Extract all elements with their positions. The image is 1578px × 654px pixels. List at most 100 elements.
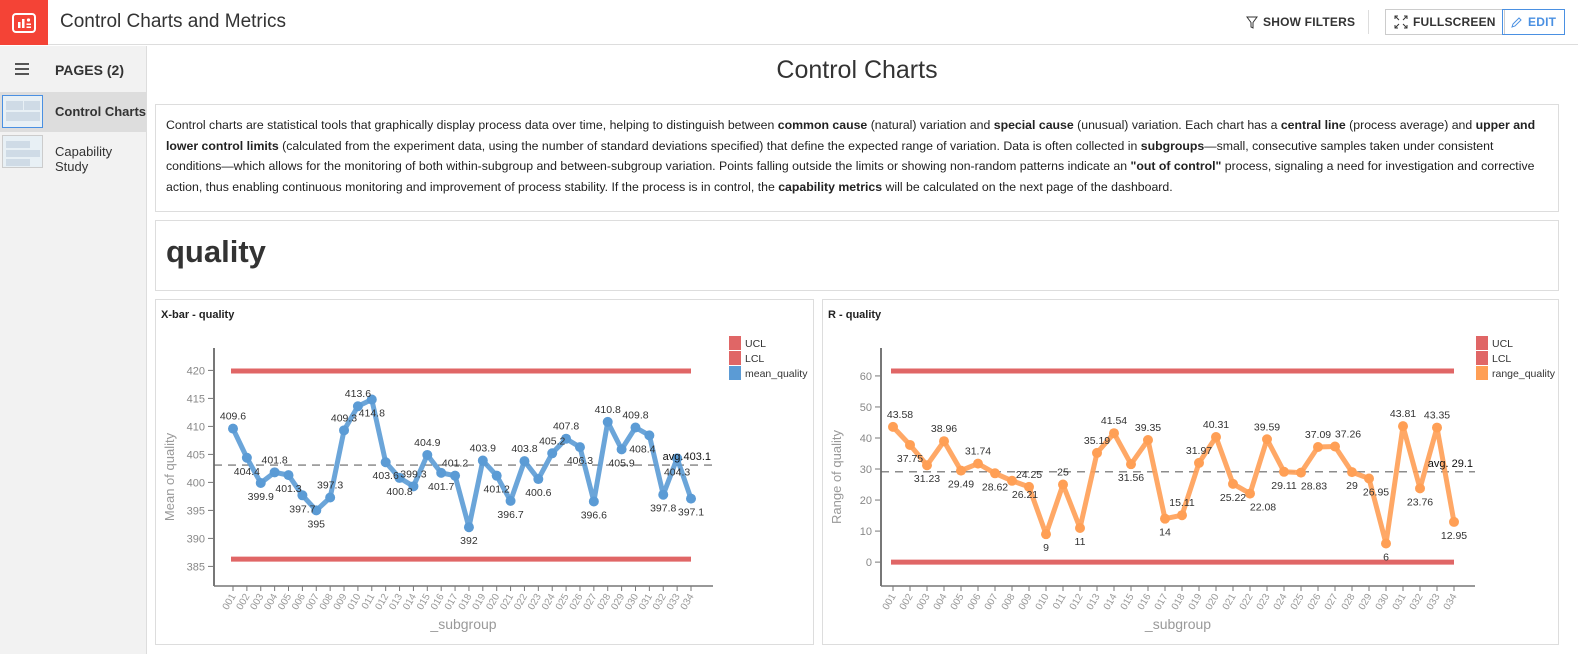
show-filters-button[interactable]: SHOW FILTERS	[1238, 9, 1363, 35]
edit-label: EDIT	[1528, 15, 1557, 29]
data-label: 6	[1383, 551, 1389, 563]
data-label: 401.2	[442, 458, 468, 470]
pages-sidebar: PAGES (2) Control Charts Capability Stud…	[0, 46, 147, 654]
data-label: 405.9	[608, 457, 634, 469]
data-label: 28.83	[1301, 481, 1327, 493]
data-point	[574, 442, 585, 453]
legend-label: UCL	[745, 338, 766, 350]
bold-term: "out of control"	[1130, 159, 1222, 173]
x-axis-label: _subgroup	[429, 616, 496, 632]
x-tick-label: 034	[1442, 592, 1460, 612]
data-label: 25.22	[1220, 492, 1246, 504]
data-point	[394, 472, 405, 483]
data-label: 29.11	[1271, 480, 1297, 492]
filter-icon	[1246, 16, 1258, 29]
y-tick-label: 60	[860, 371, 872, 383]
data-label: 14	[1159, 527, 1171, 539]
data-point	[1160, 513, 1170, 524]
x-tick-label: 026	[568, 592, 586, 612]
dashboard-logo-icon[interactable]	[0, 0, 48, 45]
series-line	[891, 423, 1457, 546]
data-label: 409.8	[622, 410, 648, 422]
data-label: 405.2	[539, 435, 565, 447]
data-label: 31.97	[1186, 445, 1212, 457]
data-label: 28.62	[982, 481, 1008, 493]
data-point	[255, 477, 266, 488]
legend-swatch	[729, 336, 741, 350]
y-axis-label: Range of quality	[829, 430, 844, 524]
fullscreen-button[interactable]: FULLSCREEN	[1385, 9, 1505, 35]
xbar-chart-panel: X-bar - quality 385 390 395 400 405 410 415 420…	[155, 299, 814, 645]
data-point	[939, 436, 949, 447]
x-tick-label: 023	[1255, 592, 1273, 612]
data-point	[450, 470, 461, 481]
x-tick-label: 022	[1238, 592, 1256, 612]
data-label: 9	[1043, 542, 1049, 554]
data-label: 25	[1057, 467, 1069, 479]
data-label: 397.7	[289, 503, 315, 515]
series-line	[230, 397, 694, 530]
data-point	[1432, 422, 1442, 433]
edit-button[interactable]: EDIT	[1502, 9, 1566, 35]
legend-swatch	[729, 366, 741, 380]
legend-label: UCL	[1492, 338, 1513, 350]
x-tick-label: 016	[429, 592, 447, 612]
x-tick-label: 024	[540, 592, 558, 612]
page-title: Control Charts	[776, 56, 938, 84]
data-point	[477, 455, 488, 466]
data-label: 29.49	[948, 479, 974, 491]
x-tick-label: 010	[346, 592, 364, 612]
y-tick-label: 410	[187, 421, 205, 433]
y-tick-label: 40	[860, 433, 872, 445]
y-tick-label: 420	[187, 365, 205, 377]
x-tick-label: 027	[1323, 592, 1341, 612]
x-tick-label: 006	[966, 592, 984, 612]
bold-term: upper and lower control limits	[166, 118, 1536, 153]
x-tick-label: 002	[235, 592, 253, 612]
x-tick-label: 009	[1017, 592, 1035, 612]
data-label: 413.6	[345, 388, 371, 400]
data-label: 392	[460, 535, 478, 547]
x-tick-label: 024	[1272, 592, 1290, 612]
data-label: 38.96	[931, 423, 957, 435]
x-tick-label: 025	[554, 592, 572, 612]
text-segment: (calculated from the experiment data, us…	[278, 138, 1141, 153]
y-tick-label: 405	[187, 449, 205, 461]
data-point	[1041, 529, 1051, 540]
x-tick-label: 034	[679, 592, 697, 612]
fullscreen-label: FULLSCREEN	[1413, 15, 1496, 29]
range-chart-panel: R - quality 0 10 20 30 40 50 60 001 002 003 004 005…	[822, 299, 1559, 645]
data-point	[1126, 459, 1136, 470]
description-text: Control charts are statistical tools tha…	[155, 104, 1559, 212]
data-point	[547, 448, 558, 459]
data-point	[297, 490, 308, 501]
data-label: 397.3	[317, 480, 343, 492]
sidebar-page-control-charts[interactable]: Control Charts	[0, 92, 147, 132]
x-tick-label: 013	[387, 592, 405, 612]
data-point	[311, 505, 322, 516]
data-point	[1007, 475, 1017, 486]
text-segment: Control charts are statistical tools tha…	[166, 118, 778, 132]
data-point	[1058, 479, 1068, 490]
y-tick-label: 415	[187, 393, 205, 405]
data-point	[1075, 522, 1085, 533]
data-label: 31.23	[914, 473, 940, 485]
x-tick-label: 018	[457, 592, 475, 612]
section-title: quality	[166, 234, 266, 269]
divider	[1368, 10, 1369, 34]
data-point	[644, 430, 655, 441]
x-tick-label: 019	[471, 592, 489, 612]
sidebar-page-capability-study[interactable]: Capability Study	[0, 132, 147, 174]
data-label: 409.3	[331, 412, 357, 424]
data-label: 12.95	[1441, 530, 1467, 542]
hamburger-menu-icon[interactable]	[15, 63, 29, 78]
data-label: 399.3	[400, 468, 426, 480]
x-tick-label: 021	[1221, 592, 1239, 612]
data-point	[339, 425, 350, 436]
data-label: 395	[308, 518, 326, 530]
data-label: 408.4	[629, 443, 655, 455]
data-point	[228, 423, 238, 434]
x-tick-label: 007	[983, 592, 1001, 612]
data-point	[241, 452, 252, 463]
data-label: 39.59	[1254, 421, 1280, 433]
